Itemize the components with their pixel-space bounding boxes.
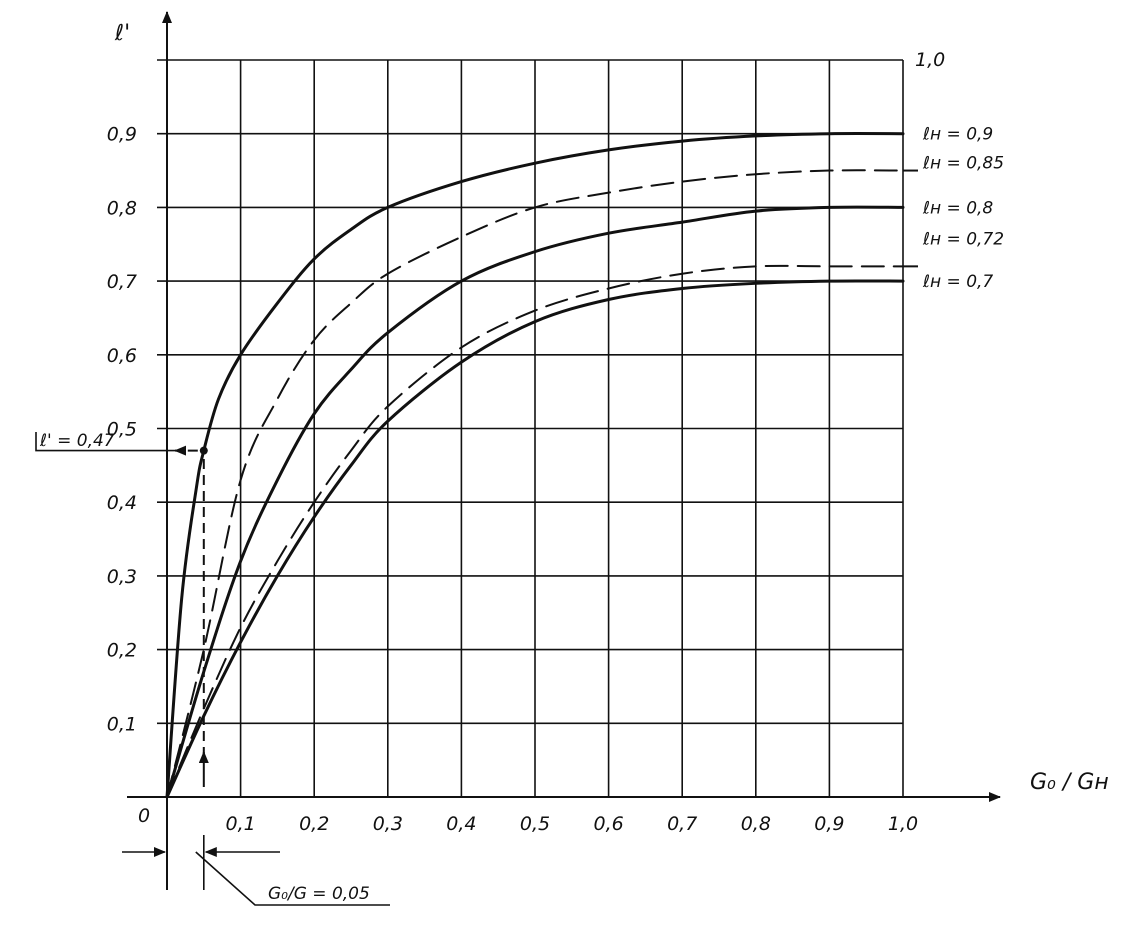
y-axis-title: ℓ' [114, 21, 130, 46]
x-tick-label: 0,1 [225, 813, 255, 835]
series-label: ℓн = 0,7 [922, 272, 993, 292]
read-value-label: ℓ' = 0,47 [39, 431, 115, 451]
y-tick-label: 0,5 [107, 419, 137, 441]
series-line [165, 205, 905, 799]
top-right-label: 1,0 [915, 49, 945, 71]
origin-label: 0 [138, 805, 150, 827]
x-tick-label: 0,5 [520, 813, 550, 835]
series-line [165, 279, 905, 799]
series-group [165, 132, 918, 799]
x-tick-label: 0,3 [373, 813, 403, 835]
x-tick-label: 0,9 [814, 813, 844, 835]
y-tick-label: 0,4 [107, 492, 137, 514]
y-tick-label: 0,1 [107, 713, 137, 735]
x-tick-label: 1,0 [888, 813, 918, 835]
annotations [35, 432, 390, 906]
read-point [199, 446, 208, 455]
y-tick-label: 0,7 [107, 271, 137, 293]
y-tick-label: 0,8 [107, 197, 137, 219]
x-tick-label: 0,2 [299, 813, 329, 835]
labels: ℓ' G₀ / Gн 0 1,0 0,1 0,2 0,3 0,4 0,5 0,6 0,7 0,… [39, 21, 1109, 904]
series-label: ℓн = 0,72 [922, 229, 1004, 249]
x-tick-label: 0,4 [446, 813, 476, 835]
axes [127, 11, 1001, 890]
series-line [165, 132, 905, 799]
series-line [166, 169, 904, 798]
series-line [166, 264, 904, 798]
input-label-leader [195, 851, 390, 906]
series-label: ℓн = 0,85 [922, 154, 1004, 174]
input-value-label: G₀/G = 0,05 [268, 884, 370, 904]
read-label-leader [35, 432, 176, 452]
y-tick-label: 0,3 [107, 566, 137, 588]
series-label: ℓн = 0,8 [922, 198, 993, 218]
x-tick-label: 0,7 [667, 813, 697, 835]
y-tick-label: 0,6 [107, 345, 137, 367]
x-tick-label: 0,8 [741, 813, 771, 835]
x-tick-label: 0,6 [593, 813, 623, 835]
x-axis-title: G₀ / Gн [1030, 770, 1109, 795]
grid [157, 59, 904, 797]
y-tick-label: 0,2 [107, 640, 137, 662]
y-tick-label: 0,9 [107, 124, 137, 146]
series-label: ℓн = 0,9 [922, 125, 993, 145]
